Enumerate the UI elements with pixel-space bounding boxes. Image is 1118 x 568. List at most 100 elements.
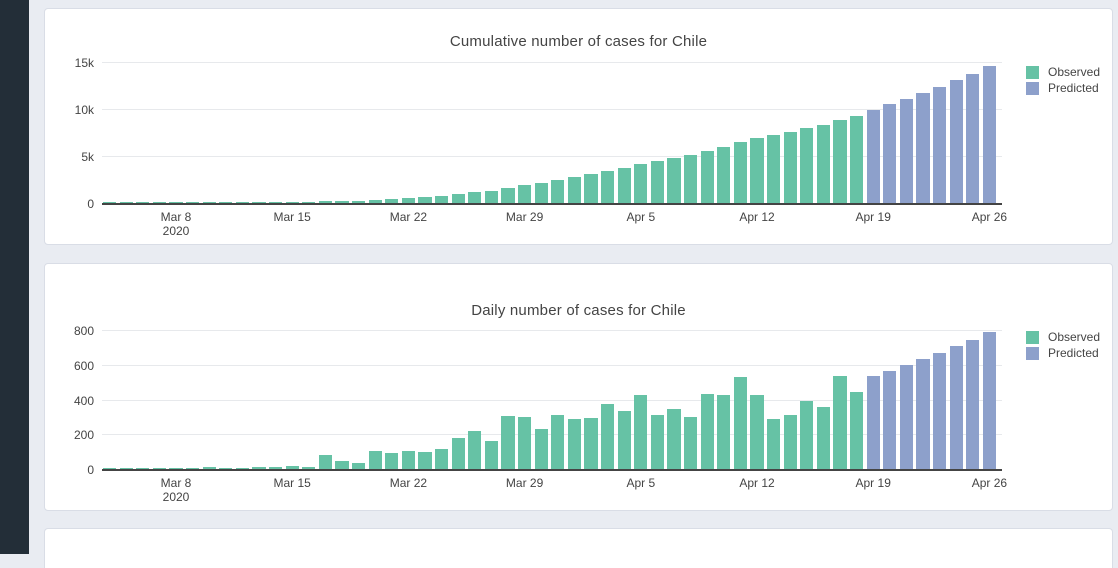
observed-bar[interactable]	[152, 468, 167, 469]
predicted-bar[interactable]	[883, 370, 897, 469]
observed-bar[interactable]	[385, 198, 399, 203]
observed-bar[interactable]	[418, 196, 432, 203]
observed-bar[interactable]	[252, 467, 266, 469]
predicted-bar[interactable]	[866, 110, 880, 203]
legend-item-observed[interactable]: Observed	[1026, 329, 1100, 345]
legend-item-predicted[interactable]: Predicted	[1026, 80, 1100, 96]
predicted-bar[interactable]	[982, 331, 997, 469]
predicted-bar[interactable]	[899, 99, 914, 203]
observed-bar[interactable]	[368, 450, 382, 469]
observed-bar[interactable]	[584, 174, 598, 203]
observed-bar[interactable]	[783, 132, 797, 203]
observed-bar[interactable]	[733, 377, 748, 469]
observed-bar[interactable]	[136, 202, 150, 203]
observed-bar[interactable]	[401, 197, 416, 203]
observed-bar[interactable]	[468, 430, 482, 469]
predicted-bar[interactable]	[949, 345, 963, 469]
predicted-bar[interactable]	[866, 376, 880, 469]
observed-bar[interactable]	[700, 394, 714, 469]
observed-bar[interactable]	[484, 190, 499, 203]
observed-bar[interactable]	[534, 429, 548, 469]
observed-bar[interactable]	[285, 465, 299, 469]
observed-bar[interactable]	[219, 468, 233, 469]
observed-bar[interactable]	[136, 468, 150, 469]
observed-bar[interactable]	[501, 416, 515, 469]
observed-bar[interactable]	[567, 418, 582, 469]
observed-bar[interactable]	[766, 135, 781, 203]
predicted-bar[interactable]	[883, 104, 897, 203]
observed-bar[interactable]	[268, 202, 283, 203]
observed-bar[interactable]	[717, 146, 731, 203]
observed-bar[interactable]	[385, 453, 399, 469]
observed-bar[interactable]	[501, 187, 515, 203]
observed-bar[interactable]	[750, 394, 764, 469]
observed-bar[interactable]	[717, 394, 731, 469]
observed-bar[interactable]	[235, 202, 250, 203]
observed-bar[interactable]	[368, 199, 382, 203]
predicted-bar[interactable]	[916, 358, 930, 469]
observed-bar[interactable]	[551, 179, 565, 203]
observed-bar[interactable]	[667, 157, 681, 203]
observed-bar[interactable]	[302, 466, 316, 469]
observed-bar[interactable]	[451, 438, 465, 469]
observed-bar[interactable]	[335, 201, 349, 203]
observed-bar[interactable]	[219, 202, 233, 203]
observed-bar[interactable]	[800, 128, 814, 203]
observed-bar[interactable]	[119, 202, 133, 203]
observed-bar[interactable]	[584, 418, 598, 469]
observed-bar[interactable]	[434, 195, 449, 203]
observed-bar[interactable]	[285, 202, 299, 203]
observed-bar[interactable]	[800, 400, 814, 469]
observed-bar[interactable]	[451, 194, 465, 203]
observed-bar[interactable]	[102, 468, 117, 469]
observed-bar[interactable]	[318, 201, 333, 203]
observed-bar[interactable]	[650, 415, 665, 469]
observed-bar[interactable]	[401, 451, 416, 469]
observed-bar[interactable]	[434, 449, 449, 469]
observed-bar[interactable]	[534, 182, 548, 203]
observed-bar[interactable]	[351, 200, 366, 203]
observed-bar[interactable]	[185, 468, 200, 469]
observed-bar[interactable]	[202, 202, 216, 203]
observed-bar[interactable]	[335, 461, 349, 469]
predicted-bar[interactable]	[932, 87, 947, 203]
observed-bar[interactable]	[418, 452, 432, 469]
observed-bar[interactable]	[268, 467, 283, 469]
predicted-bar[interactable]	[966, 73, 980, 203]
observed-bar[interactable]	[468, 192, 482, 203]
observed-bar[interactable]	[766, 419, 781, 469]
observed-bar[interactable]	[634, 163, 648, 203]
observed-bar[interactable]	[700, 150, 714, 203]
observed-bar[interactable]	[551, 415, 565, 469]
observed-bar[interactable]	[252, 202, 266, 203]
observed-bar[interactable]	[650, 160, 665, 203]
predicted-bar[interactable]	[916, 93, 930, 203]
predicted-bar[interactable]	[932, 352, 947, 469]
observed-bar[interactable]	[617, 411, 631, 469]
observed-bar[interactable]	[783, 414, 797, 469]
observed-bar[interactable]	[235, 467, 250, 469]
observed-bar[interactable]	[517, 184, 532, 203]
observed-bar[interactable]	[733, 141, 748, 203]
observed-bar[interactable]	[849, 115, 864, 203]
predicted-bar[interactable]	[949, 80, 963, 203]
observed-bar[interactable]	[351, 462, 366, 469]
predicted-bar[interactable]	[966, 339, 980, 469]
observed-bar[interactable]	[302, 202, 316, 203]
observed-bar[interactable]	[683, 416, 698, 469]
observed-bar[interactable]	[750, 137, 764, 203]
observed-bar[interactable]	[102, 202, 117, 203]
observed-bar[interactable]	[634, 395, 648, 469]
observed-bar[interactable]	[667, 409, 681, 469]
observed-bar[interactable]	[318, 454, 333, 469]
observed-bar[interactable]	[567, 177, 582, 203]
legend-item-predicted[interactable]: Predicted	[1026, 345, 1100, 361]
predicted-bar[interactable]	[982, 65, 997, 203]
observed-bar[interactable]	[119, 468, 133, 469]
observed-bar[interactable]	[833, 376, 847, 469]
observed-bar[interactable]	[683, 154, 698, 203]
observed-bar[interactable]	[816, 125, 831, 203]
predicted-bar[interactable]	[899, 364, 914, 469]
observed-bar[interactable]	[185, 202, 200, 203]
observed-bar[interactable]	[833, 120, 847, 203]
